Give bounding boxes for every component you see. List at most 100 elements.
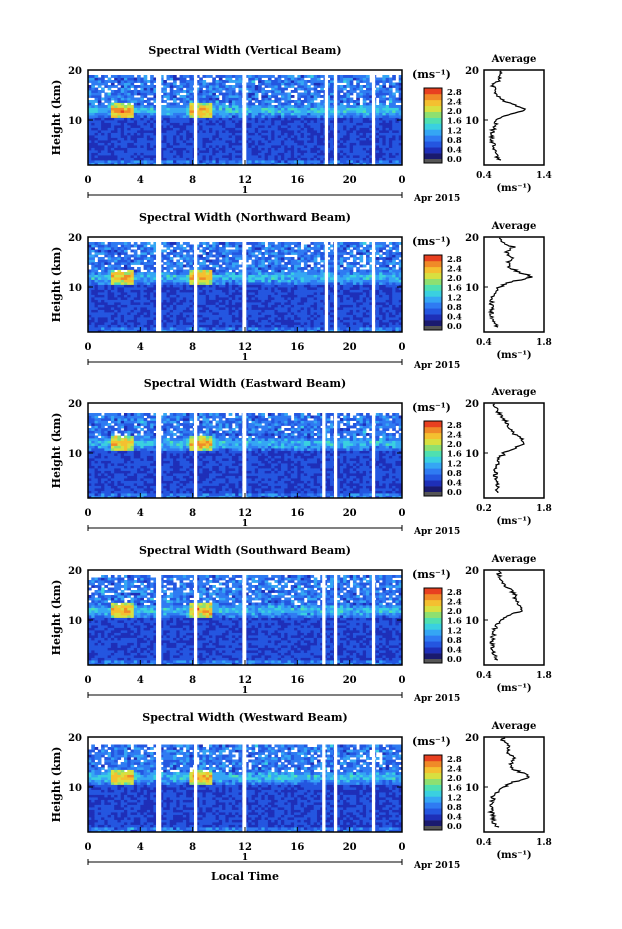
heatmap-cell bbox=[343, 289, 347, 293]
heatmap-cell bbox=[251, 130, 256, 133]
heatmap-cell bbox=[215, 102, 220, 106]
heatmap-cell bbox=[199, 314, 203, 318]
heatmap-cell bbox=[222, 292, 226, 295]
heatmap-cell bbox=[277, 87, 282, 91]
heatmap-cell bbox=[94, 329, 99, 332]
heatmap-cell bbox=[120, 327, 125, 330]
heatmap-cell bbox=[277, 145, 282, 148]
heatmap-cell bbox=[199, 85, 203, 88]
heatmap-cell bbox=[310, 147, 315, 151]
heatmap-cell bbox=[392, 100, 396, 103]
heatmap-cell bbox=[359, 324, 364, 328]
heatmap-cell bbox=[320, 312, 324, 315]
heatmap-cell bbox=[388, 85, 393, 88]
heatmap-cell bbox=[205, 304, 210, 308]
heatmap-cell bbox=[261, 294, 266, 298]
heatmap-cell bbox=[294, 90, 298, 93]
heatmap-cell bbox=[385, 304, 390, 308]
heatmap-cell bbox=[290, 322, 295, 325]
heatmap-cell bbox=[307, 135, 311, 138]
heatmap-cell bbox=[186, 97, 190, 101]
heatmap-cell bbox=[303, 127, 308, 131]
heatmap-cell bbox=[300, 95, 305, 98]
heatmap-cell bbox=[349, 155, 354, 158]
heatmap-cell bbox=[261, 162, 266, 165]
heatmap-cell bbox=[218, 120, 223, 123]
heatmap-cell bbox=[153, 95, 158, 98]
heatmap-cell bbox=[166, 327, 171, 330]
heatmap-cell bbox=[258, 294, 262, 298]
heatmap-cell bbox=[209, 125, 213, 128]
heatmap-cell bbox=[176, 117, 180, 121]
heatmap-cell bbox=[359, 85, 364, 88]
heatmap-cell bbox=[297, 289, 301, 293]
heatmap-cell bbox=[101, 299, 105, 303]
heatmap-cell bbox=[153, 87, 158, 91]
heatmap-cell bbox=[110, 127, 115, 131]
heatmap-cell bbox=[127, 110, 131, 113]
heatmap-cell bbox=[369, 319, 373, 323]
heatmap-cell bbox=[153, 127, 158, 131]
heatmap-cell bbox=[94, 97, 99, 101]
heatmap-cell bbox=[117, 115, 122, 118]
heatmap-cell bbox=[189, 137, 194, 141]
heatmap-cell bbox=[176, 125, 180, 128]
heatmap-cell bbox=[369, 312, 373, 315]
heatmap-cell bbox=[254, 137, 259, 141]
heatmap-cell bbox=[310, 322, 315, 325]
heatmap-cell bbox=[261, 329, 266, 332]
heatmap-cell bbox=[176, 90, 180, 93]
heatmap-cell bbox=[251, 292, 256, 295]
heatmap-cell bbox=[94, 75, 99, 78]
heatmap-cell bbox=[385, 117, 390, 121]
heatmap-cell bbox=[366, 327, 370, 330]
heatmap-cell bbox=[369, 82, 373, 86]
heatmap-cell bbox=[326, 117, 331, 121]
heatmap-cell bbox=[287, 80, 292, 83]
panels-container: Spectral Width (Vertical Beam)1020Height… bbox=[50, 44, 552, 871]
heatmap-cell bbox=[123, 87, 128, 91]
heatmap-cell bbox=[228, 287, 233, 290]
heatmap-cell bbox=[137, 145, 141, 148]
heatmap-cell bbox=[261, 137, 266, 141]
heatmap-cell bbox=[271, 107, 275, 111]
heatmap-cell bbox=[130, 147, 135, 151]
heatmap-cell bbox=[320, 324, 324, 328]
heatmap-cell bbox=[366, 117, 370, 121]
heatmap-cell bbox=[362, 152, 367, 156]
heatmap-cell bbox=[385, 162, 390, 165]
heatmap-cell bbox=[392, 152, 396, 156]
heatmap-cell bbox=[120, 314, 125, 318]
heatmap-cell bbox=[261, 299, 266, 303]
heatmap-cell bbox=[245, 75, 249, 78]
heatmap-cell bbox=[287, 155, 292, 158]
heatmap-cell bbox=[91, 75, 95, 78]
heatmap-cell bbox=[330, 299, 334, 303]
heatmap-cell bbox=[143, 319, 148, 323]
heatmap-cell bbox=[189, 125, 194, 128]
heatmap-cell bbox=[182, 152, 187, 156]
heatmap-cell bbox=[199, 297, 203, 300]
heatmap-cell bbox=[385, 312, 390, 315]
heatmap-cell bbox=[307, 319, 311, 323]
heatmap-cell bbox=[356, 319, 360, 323]
heatmap-cell bbox=[346, 115, 351, 118]
heatmap-cell bbox=[186, 160, 190, 163]
heatmap-cell bbox=[284, 105, 288, 108]
heatmap-cell bbox=[392, 147, 396, 151]
heatmap-cell bbox=[388, 97, 393, 101]
heatmap-cell bbox=[398, 132, 402, 136]
heatmap-cell bbox=[267, 319, 272, 323]
heatmap-cell bbox=[140, 102, 144, 106]
heatmap-cell bbox=[316, 317, 321, 320]
heatmap-cell bbox=[385, 137, 390, 141]
heatmap-cell bbox=[395, 322, 400, 325]
heatmap-cell bbox=[107, 292, 112, 295]
heatmap-cell bbox=[251, 117, 256, 121]
heatmap-cell bbox=[395, 142, 400, 146]
heatmap-cell bbox=[313, 314, 318, 318]
heatmap-cell bbox=[137, 312, 141, 315]
heatmap-cell bbox=[385, 150, 390, 153]
heatmap-cell bbox=[303, 130, 308, 133]
heatmap-cell bbox=[123, 327, 128, 330]
